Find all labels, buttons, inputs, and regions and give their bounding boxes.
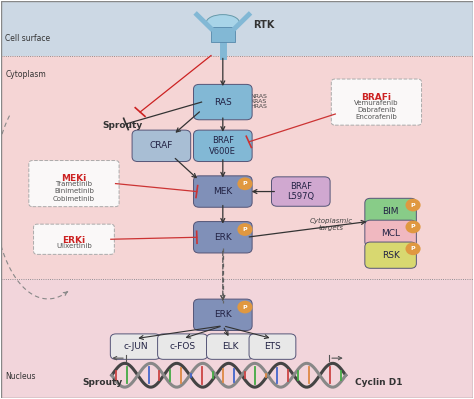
Text: P: P [243,181,247,186]
Text: RTK: RTK [254,20,275,30]
Text: MCL: MCL [381,229,400,238]
Text: Vemurafenib: Vemurafenib [354,100,399,106]
Bar [0,279,474,398]
Text: c-JUN: c-JUN [123,342,148,351]
Circle shape [405,243,420,255]
FancyBboxPatch shape [193,176,252,207]
FancyBboxPatch shape [110,334,160,359]
FancyBboxPatch shape [211,27,235,42]
Text: Cytoplasmic
targets: Cytoplasmic targets [310,217,353,231]
Text: Cobimetinib: Cobimetinib [53,196,95,201]
Text: Cytoplasm: Cytoplasm [5,70,46,79]
FancyBboxPatch shape [193,299,252,330]
Text: Trametinib: Trametinib [55,181,92,187]
Text: BRAF
V600E: BRAF V600E [210,136,236,156]
Text: RAS: RAS [214,98,232,107]
Text: ERK: ERK [214,310,232,319]
Text: NRAS: NRAS [250,95,267,99]
Text: c-FOS: c-FOS [170,342,196,351]
Text: BRAF
L597Q: BRAF L597Q [287,182,314,201]
Text: Encorafenib: Encorafenib [356,114,397,120]
FancyBboxPatch shape [132,130,191,162]
Circle shape [237,178,253,190]
Text: Binimetinib: Binimetinib [54,188,94,194]
Text: Sprouty: Sprouty [82,378,122,387]
Text: P: P [411,224,415,229]
Text: BIM: BIM [383,207,399,216]
Text: Ulixertinib: Ulixertinib [56,243,92,249]
Text: P: P [411,203,415,207]
Text: KRAS: KRAS [250,99,266,104]
Text: MEKi: MEKi [61,174,87,183]
Text: P: P [243,304,247,310]
FancyBboxPatch shape [272,177,330,206]
FancyBboxPatch shape [365,220,416,247]
Text: RSK: RSK [382,251,400,260]
Circle shape [237,301,253,314]
Text: MEK: MEK [213,187,232,196]
FancyBboxPatch shape [193,85,252,120]
Circle shape [405,221,420,233]
FancyBboxPatch shape [331,79,421,125]
Text: Dabrafenib: Dabrafenib [357,107,396,113]
FancyBboxPatch shape [193,221,252,253]
FancyBboxPatch shape [365,242,416,268]
Circle shape [237,223,253,236]
Text: P: P [411,246,415,251]
Text: P: P [243,227,247,232]
Text: ERKi: ERKi [63,236,85,245]
Text: Cell surface: Cell surface [5,34,51,43]
FancyBboxPatch shape [365,198,416,225]
FancyBboxPatch shape [34,224,114,255]
FancyBboxPatch shape [157,334,208,359]
FancyBboxPatch shape [249,334,296,359]
Text: Nucleus: Nucleus [5,372,36,381]
Text: BRAFi: BRAFi [361,93,392,101]
Text: ETS: ETS [264,342,281,351]
Ellipse shape [206,15,239,30]
Text: Sprouty: Sprouty [102,121,143,130]
Bar [0,1,474,56]
Text: CRAF: CRAF [150,141,173,150]
Text: ERK: ERK [214,233,232,242]
Text: Cyclin D1: Cyclin D1 [355,378,402,387]
FancyBboxPatch shape [193,130,252,162]
Circle shape [405,199,420,211]
Text: ELK: ELK [222,342,238,351]
FancyBboxPatch shape [207,334,253,359]
FancyBboxPatch shape [29,160,119,207]
Text: HRAS: HRAS [250,104,267,109]
Bar [0,56,474,279]
